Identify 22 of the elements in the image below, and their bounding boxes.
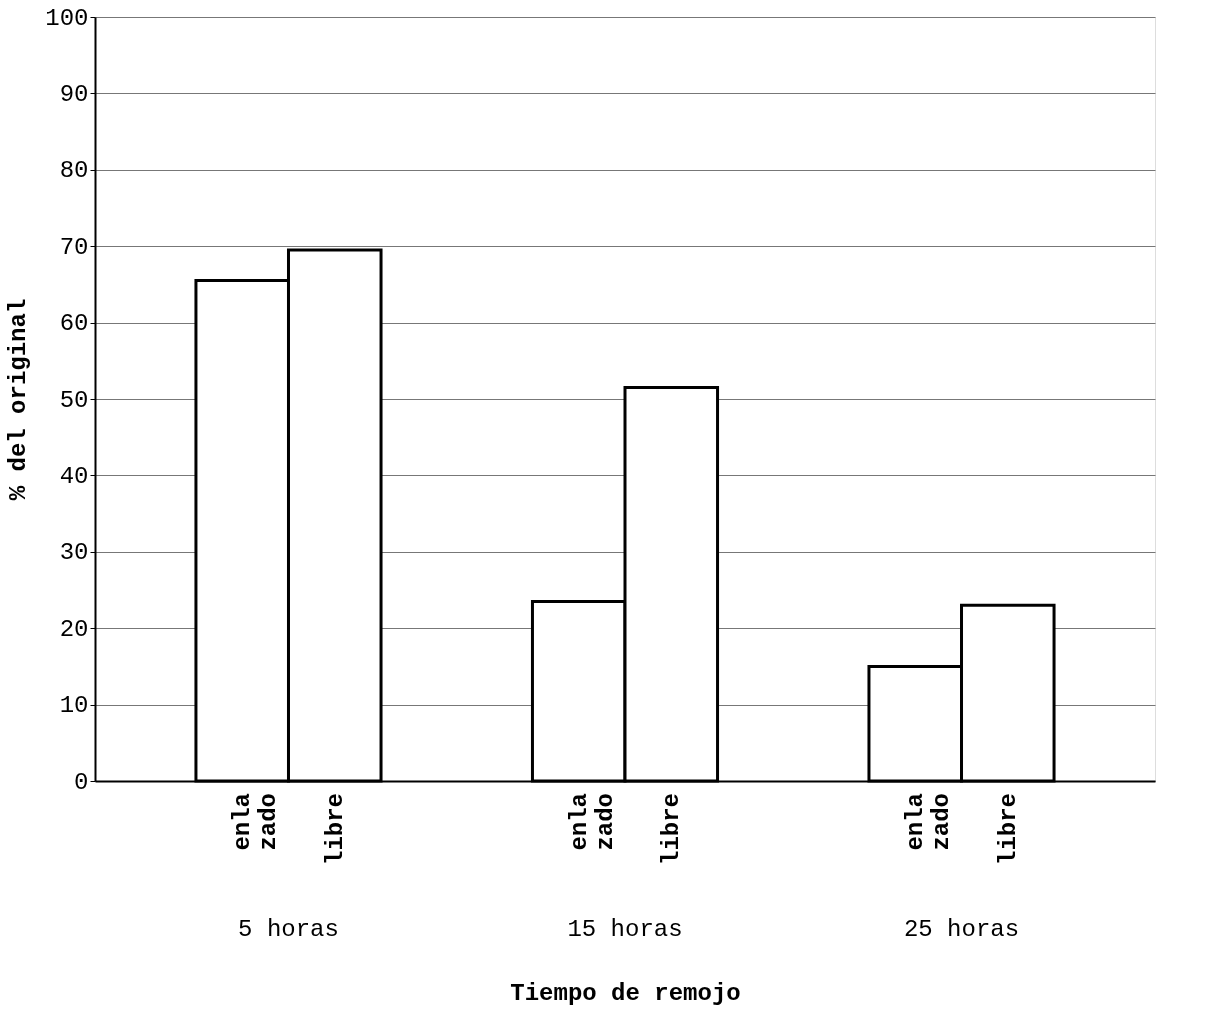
text: libre bbox=[994, 793, 1022, 866]
y-axis-title: % del original bbox=[5, 298, 33, 501]
x-tick-label: 15 horas bbox=[567, 915, 683, 943]
text: libre bbox=[321, 793, 349, 866]
y-tick-label: 0 bbox=[74, 768, 89, 796]
x-axis-title: Tiempo de remojo bbox=[510, 979, 741, 1007]
x-tick-label: 25 horas bbox=[903, 915, 1020, 943]
text: libre bbox=[658, 793, 686, 866]
x-tick-label: 5 horas bbox=[238, 915, 339, 943]
text: enla zado bbox=[902, 793, 956, 851]
y-tick-label: 50 bbox=[59, 386, 89, 414]
y-tick-label: 100 bbox=[45, 4, 89, 32]
y-tick-label: 30 bbox=[59, 539, 89, 567]
text: enla zado bbox=[229, 793, 283, 851]
y-tick-label: 60 bbox=[59, 310, 89, 338]
y-tick-label: 70 bbox=[59, 233, 89, 261]
y-tick-label: 90 bbox=[59, 80, 89, 108]
y-tick-label: 80 bbox=[59, 157, 89, 185]
y-tick-label: 20 bbox=[59, 615, 89, 643]
text: enla zado bbox=[565, 793, 619, 851]
y-tick-label: 10 bbox=[59, 692, 89, 720]
y-tick-label: 40 bbox=[59, 462, 89, 490]
